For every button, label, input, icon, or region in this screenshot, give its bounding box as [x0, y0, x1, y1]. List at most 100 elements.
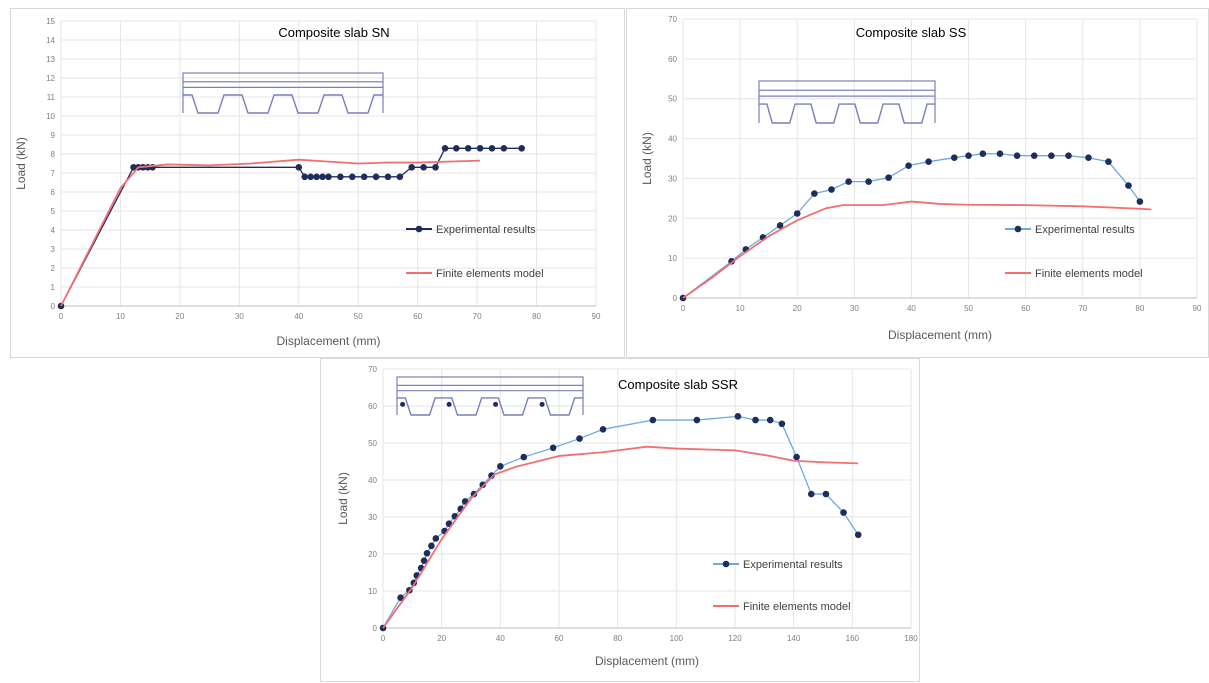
rebar-dot	[446, 401, 452, 407]
experimental-point	[1030, 152, 1038, 160]
y-tick-label: 30	[668, 174, 677, 183]
x-tick-label: 60	[555, 634, 564, 643]
x-tick-label: 180	[904, 634, 918, 643]
deck-profile	[397, 397, 583, 416]
x-tick-label: 0	[59, 312, 64, 321]
x-tick-label: 10	[736, 304, 745, 313]
experimental-point	[476, 145, 484, 152]
legend-label: Finite elements model	[743, 601, 851, 613]
experimental-point	[766, 416, 774, 424]
y-tick-label: 15	[46, 17, 55, 26]
y-tick-label: 0	[673, 294, 678, 303]
rebar-dot	[400, 401, 406, 407]
experimental-point	[520, 453, 528, 461]
y-tick-label: 0	[51, 302, 56, 311]
legend-label: Experimental results	[743, 559, 843, 571]
chart-panel-ss: 0 10 20 30 40 50 60 70 0 10 20 30 40 50 60 70 80 90 Displa…	[626, 8, 1209, 358]
experimental-point	[441, 145, 449, 152]
legend-marker	[415, 225, 423, 233]
experimental-point	[885, 174, 892, 181]
experimental-point	[432, 535, 440, 542]
series-line-experimental	[382, 415, 859, 629]
experimental-point	[420, 557, 428, 564]
experimental-point	[822, 490, 830, 498]
experimental-point	[1105, 158, 1112, 165]
legend-marker	[722, 560, 730, 568]
x-tick-label: 30	[235, 312, 244, 321]
experimental-point	[479, 481, 487, 489]
y-tick-label: 0	[373, 624, 378, 633]
x-tick-label: 90	[592, 312, 601, 321]
x-tick-label: 160	[846, 634, 860, 643]
x-tick-label: 140	[787, 634, 801, 643]
y-tick-label: 7	[51, 169, 56, 178]
experimental-point	[965, 152, 972, 160]
x-tick-label: 40	[907, 304, 916, 313]
experimental-point	[500, 145, 508, 152]
y-tick-label: 50	[668, 95, 677, 104]
y-tick-label: 8	[51, 150, 56, 159]
experimental-point	[996, 150, 1004, 158]
experimental-point	[428, 542, 435, 550]
experimental-point	[925, 158, 932, 165]
x-tick-label: 30	[850, 304, 859, 313]
deck-profile	[183, 94, 383, 114]
experimental-point	[384, 173, 392, 181]
experimental-point	[734, 413, 742, 420]
experimental-point	[1085, 154, 1092, 162]
legend-marker	[1014, 225, 1022, 233]
x-tick-label: 40	[496, 634, 505, 643]
chart-title: Composite slab SN	[278, 25, 389, 40]
experimental-point	[453, 145, 460, 152]
x-tick-label: 40	[294, 312, 303, 321]
experimental-point	[325, 173, 332, 181]
y-axis-title: Load (kN)	[14, 137, 28, 190]
x-tick-label: 60	[1021, 304, 1030, 313]
x-tick-label: 100	[670, 634, 684, 643]
experimental-point	[130, 164, 137, 171]
experimental-point	[423, 549, 431, 557]
experimental-point	[497, 463, 504, 470]
chart-title: Composite slab SS	[856, 25, 967, 40]
y-tick-label: 40	[668, 135, 677, 144]
experimental-point	[576, 435, 583, 442]
experimental-point	[1065, 152, 1072, 160]
y-tick-label: 13	[46, 55, 55, 64]
experimental-point	[1136, 198, 1144, 205]
y-axis-title: Load (kN)	[640, 132, 654, 185]
x-tick-label: 120	[728, 634, 742, 643]
y-tick-label: 70	[668, 15, 677, 24]
experimental-point	[464, 145, 472, 152]
y-tick-label: 10	[46, 112, 55, 121]
x-tick-label: 50	[354, 312, 363, 321]
experimental-point	[854, 531, 862, 539]
x-tick-label: 0	[381, 634, 386, 643]
chart-title: Composite slab SSR	[618, 377, 738, 392]
y-tick-label: 3	[51, 245, 56, 254]
slab-cross-section-inset	[182, 72, 384, 114]
experimental-point	[488, 145, 496, 152]
experimental-point	[420, 164, 427, 171]
y-tick-label: 1	[51, 283, 56, 292]
x-tick-label: 50	[964, 304, 973, 313]
slab-cross-section-inset	[396, 376, 584, 416]
x-tick-label: 20	[175, 312, 184, 321]
x-tick-label: 80	[1135, 304, 1144, 313]
experimental-point	[337, 173, 344, 181]
y-tick-label: 30	[368, 513, 377, 522]
experimental-point	[776, 222, 784, 229]
y-tick-label: 20	[668, 214, 677, 223]
series-line-fem	[60, 158, 481, 307]
y-tick-label: 9	[51, 131, 56, 140]
experimental-point	[752, 416, 759, 424]
chart-ss: 0 10 20 30 40 50 60 70 0 10 20 30 40 50 60 70 80 90 Displa…	[640, 15, 1202, 342]
experimental-point	[828, 186, 835, 193]
experimental-point	[295, 164, 303, 171]
slab-top-rect	[182, 72, 384, 83]
experimental-point	[845, 178, 852, 185]
experimental-point	[793, 453, 800, 461]
y-tick-label: 4	[51, 226, 56, 235]
experimental-point	[319, 173, 326, 181]
experimental-point	[979, 150, 987, 158]
experimental-point	[348, 173, 356, 181]
